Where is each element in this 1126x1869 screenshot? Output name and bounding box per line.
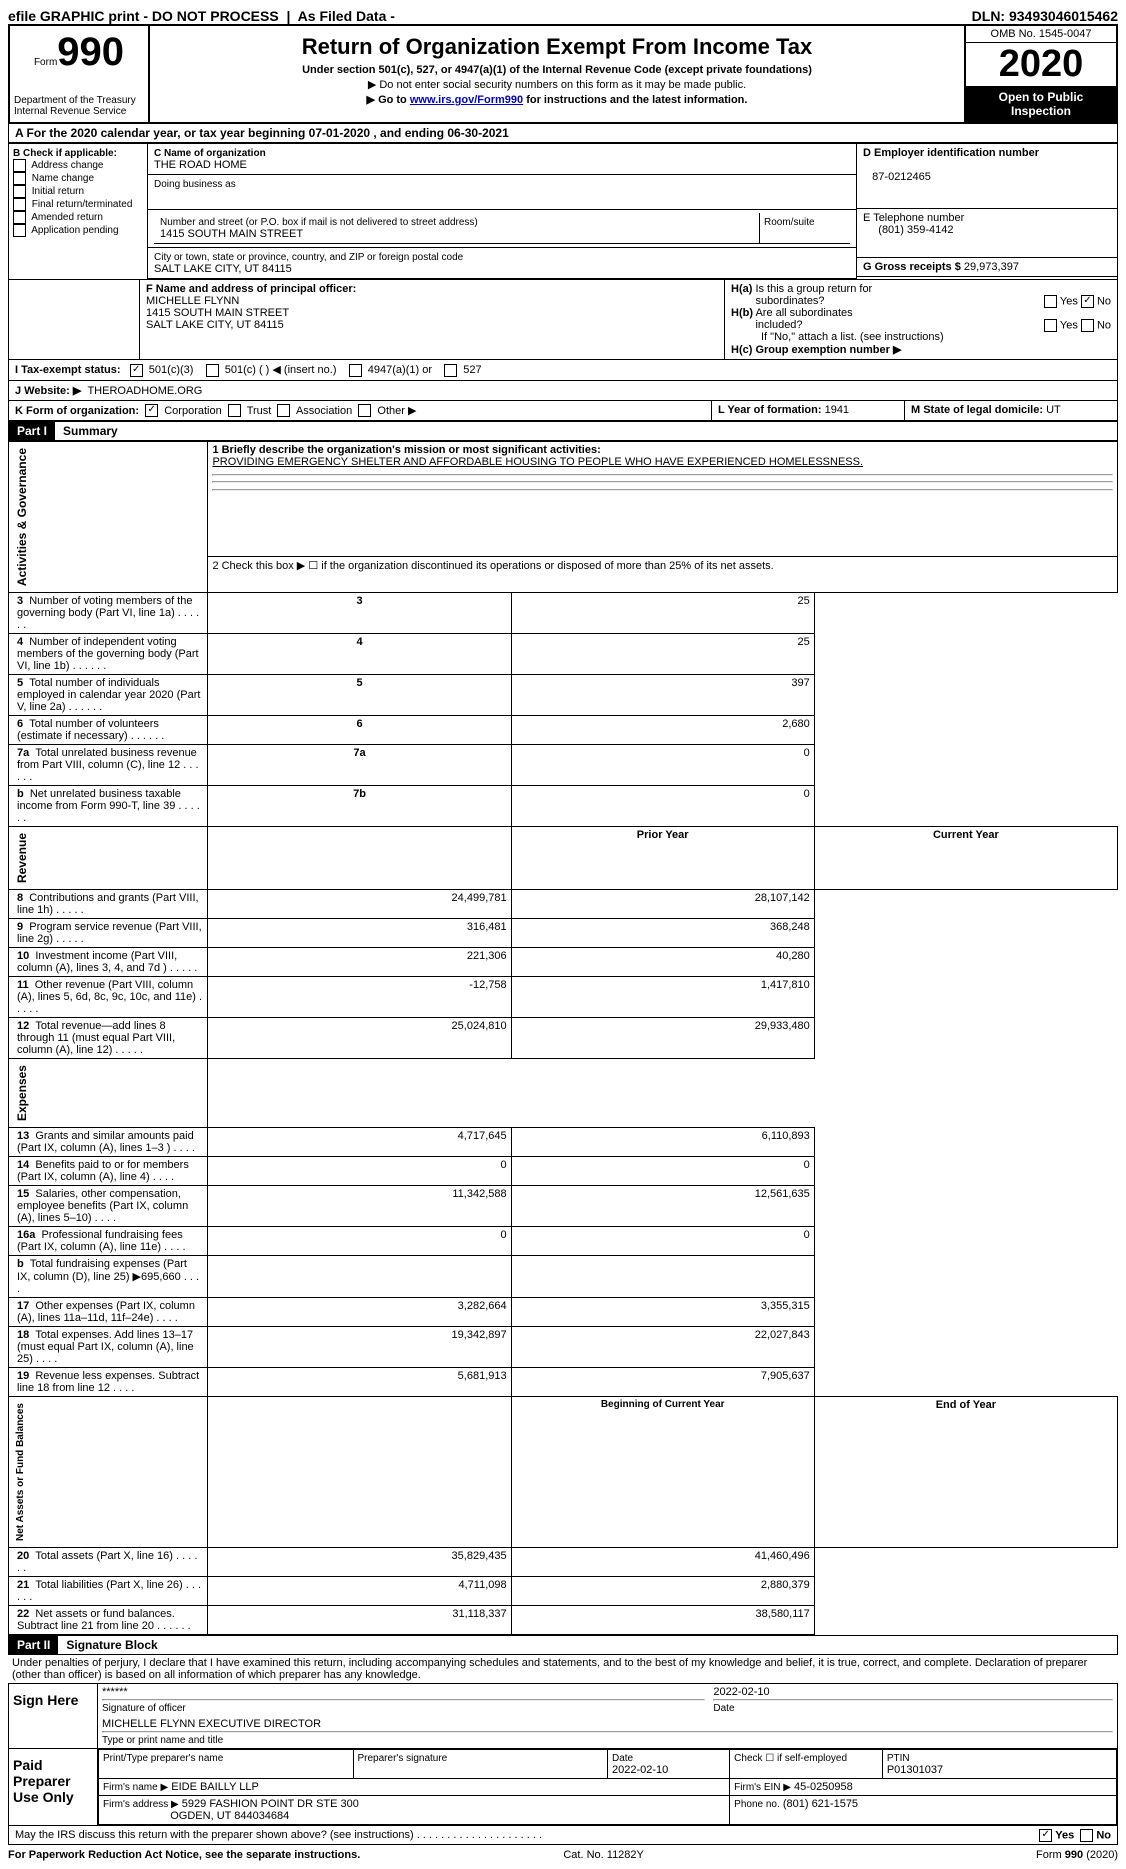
efile-text: efile GRAPHIC print - DO NOT PROCESS (8, 8, 279, 24)
gross-receipts: 29,973,397 (964, 261, 1019, 273)
open-public: Open to Public Inspection (966, 86, 1116, 122)
checkbox-application-pending[interactable]: Application pending (13, 224, 143, 237)
table-row: 9 Program service revenue (Part VIII, li… (9, 919, 1118, 948)
subtitle3: ▶ Go to www.irs.gov/Form990 for instruct… (154, 93, 960, 106)
subtitle1: Under section 501(c), 527, or 4947(a)(1)… (154, 64, 960, 76)
tax-year: 2020 (966, 43, 1116, 86)
section-DEG: D Employer identification number 87-0212… (856, 144, 1117, 279)
website: THEROADHOME.ORG (87, 385, 202, 397)
section-J: J Website: ▶ THEROADHOME.ORG (8, 381, 1118, 401)
governance-label: Activities & Governance (13, 444, 31, 590)
table-row: 16a Professional fundraising fees (Part … (9, 1227, 1118, 1256)
section-I: I Tax-exempt status: ✓ 501(c)(3) 501(c) … (8, 360, 1118, 381)
dept-label: Department of the Treasury Internal Reve… (14, 95, 144, 117)
mission: PROVIDING EMERGENCY SHELTER AND AFFORDAB… (212, 456, 863, 468)
section-B: B Check if applicable: Address change Na… (9, 144, 148, 279)
table-row: 10 Investment income (Part VIII, column … (9, 948, 1118, 977)
footer: For Paperwork Reduction Act Notice, see … (8, 1849, 1118, 1861)
table-row: 20 Total assets (Part X, line 16) . . . … (9, 1548, 1118, 1577)
table-row: 14 Benefits paid to or for members (Part… (9, 1157, 1118, 1186)
table-row: 8 Contributions and grants (Part VIII, l… (9, 890, 1118, 919)
subtitle2: ▶ Do not enter social security numbers o… (154, 78, 960, 91)
form-title: Return of Organization Exempt From Incom… (154, 34, 960, 60)
table-row: 12 Total revenue—add lines 8 through 11 … (9, 1018, 1118, 1059)
section-F: F Name and address of principal officer:… (140, 280, 724, 359)
city: SALT LAKE CITY, UT 84115 (154, 263, 292, 275)
checkbox-amended-return[interactable]: Amended return (13, 211, 143, 224)
table-row: 17 Other expenses (Part IX, column (A), … (9, 1298, 1118, 1327)
checkbox-name-change[interactable]: Name change (13, 172, 143, 185)
ein: 87-0212465 (872, 171, 931, 183)
table-row: 6 Total number of volunteers (estimate i… (9, 716, 1118, 745)
expenses-label: Expenses (13, 1061, 31, 1125)
table-row: b Total fundraising expenses (Part IX, c… (9, 1256, 1118, 1298)
table-row: 15 Salaries, other compensation, employe… (9, 1186, 1118, 1227)
section-BCD: B Check if applicable: Address change Na… (8, 143, 1118, 280)
checkbox-address-change[interactable]: Address change (13, 159, 143, 172)
sign-here-section: Sign Here ******Signature of officer 202… (8, 1683, 1118, 1749)
omb: OMB No. 1545-0047 (966, 26, 1116, 43)
table-row: 5 Total number of individuals employed i… (9, 675, 1118, 716)
form-header: Form990 Department of the Treasury Inter… (8, 24, 1118, 124)
line-A: A For the 2020 calendar year, or tax yea… (8, 124, 1118, 143)
paid-preparer-section: Paid Preparer Use Only Print/Type prepar… (8, 1749, 1118, 1826)
table-row: 18 Total expenses. Add lines 13–17 (must… (9, 1327, 1118, 1368)
part1-header: Part ISummary (8, 421, 1118, 441)
table-row: 21 Total liabilities (Part X, line 26) .… (9, 1577, 1118, 1606)
table-row: b Net unrelated business taxable income … (9, 786, 1118, 827)
table-row: 13 Grants and similar amounts paid (Part… (9, 1128, 1118, 1157)
checkbox-final-return-terminated[interactable]: Final return/terminated (13, 198, 143, 211)
section-H: H(a) Is this a group return for subordin… (724, 280, 1117, 359)
irs-link[interactable]: www.irs.gov/Form990 (410, 94, 523, 106)
section-C: C Name of organizationTHE ROAD HOME Doin… (148, 144, 856, 279)
org-name: THE ROAD HOME (154, 159, 247, 171)
dln: DLN: 93493046015462 (972, 8, 1118, 24)
table-row: 4 Number of independent voting members o… (9, 634, 1118, 675)
table-row: 3 Number of voting members of the govern… (9, 593, 1118, 634)
phone: (801) 359-4142 (878, 224, 953, 236)
netassets-label: Net Assets or Fund Balances (13, 1399, 28, 1545)
table-row: 11 Other revenue (Part VIII, column (A),… (9, 977, 1118, 1018)
asfiled-text: As Filed Data - (298, 8, 395, 24)
topbar: efile GRAPHIC print - DO NOT PROCESS | A… (8, 8, 1118, 24)
form-number: 990 (57, 30, 124, 74)
table-row: 7a Total unrelated business revenue from… (9, 745, 1118, 786)
discuss-row: May the IRS discuss this return with the… (8, 1826, 1118, 1845)
street: 1415 SOUTH MAIN STREET (160, 228, 303, 240)
revenue-label: Revenue (13, 829, 31, 887)
declaration: Under penalties of perjury, I declare th… (8, 1655, 1118, 1683)
section-FH: F Name and address of principal officer:… (8, 280, 1118, 360)
checkbox-initial-return[interactable]: Initial return (13, 185, 143, 198)
table-row: 22 Net assets or fund balances. Subtract… (9, 1606, 1118, 1635)
part1-table: Activities & Governance 1 Briefly descri… (8, 441, 1118, 1635)
part2-header: Part IISignature Block (8, 1635, 1118, 1655)
table-row: 19 Revenue less expenses. Subtract line … (9, 1368, 1118, 1397)
section-KLM: K Form of organization: ✓ Corporation Tr… (8, 401, 1118, 422)
